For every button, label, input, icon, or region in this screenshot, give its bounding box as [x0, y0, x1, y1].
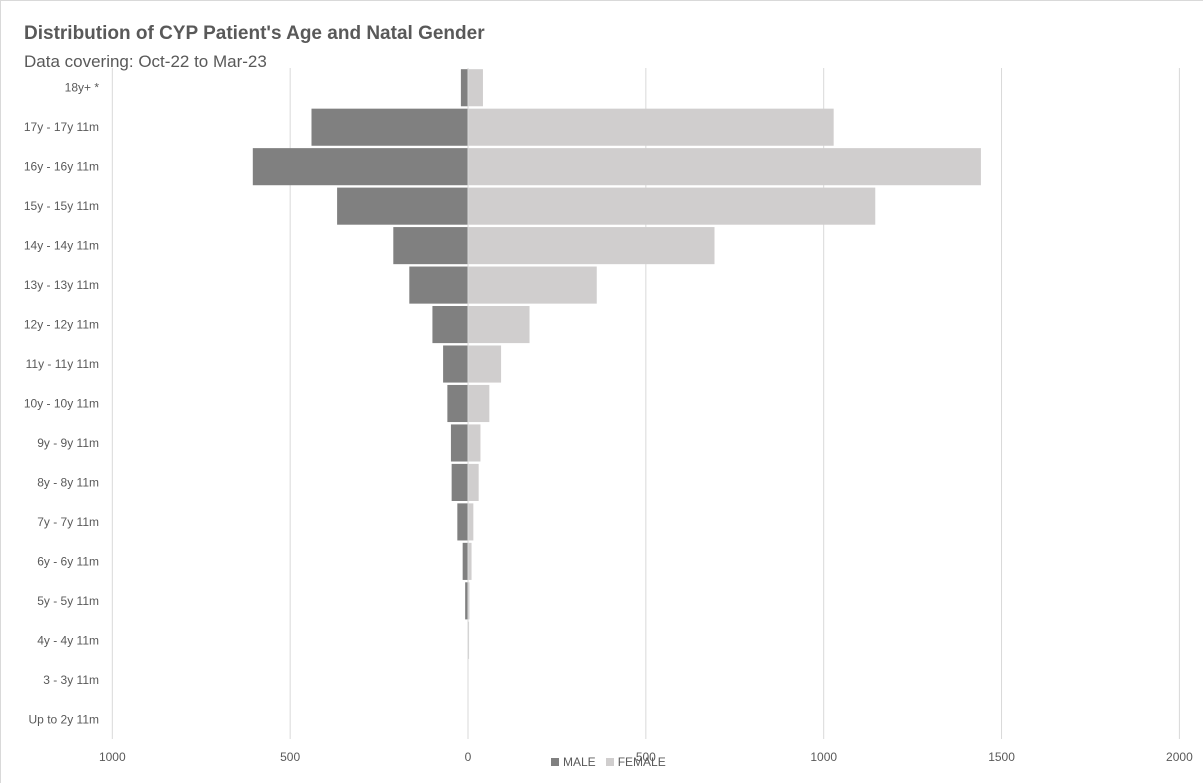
bar-male [432, 306, 468, 344]
bar-female [468, 69, 483, 107]
chart-subtitle: Data covering: Oct-22 to Mar-23 [24, 52, 267, 71]
y-category-label: 17y - 17y 11m [24, 120, 99, 134]
bar-female [468, 384, 490, 423]
bar-female [468, 345, 502, 383]
y-category-label: 9y - 9y 11m [37, 436, 99, 450]
y-category-label: 15y - 15y 11m [24, 199, 99, 213]
y-category-label: 13y - 13y 11m [24, 278, 99, 292]
bar-female [468, 542, 472, 580]
bar-male [252, 148, 468, 186]
bar-male [409, 266, 468, 304]
bar-female [468, 463, 479, 501]
legend-swatch-female [605, 758, 614, 766]
y-category-label: 5y - 5y 11m [37, 594, 99, 608]
x-tick-label: 1500 [988, 750, 1015, 764]
y-category-label: 12y - 12y 11m [24, 318, 99, 332]
bar-male [393, 227, 468, 265]
bar-male [462, 542, 468, 580]
y-category-label: 11y - 11y 11m [26, 357, 99, 371]
bar-female [468, 227, 715, 265]
bar-female [468, 503, 474, 541]
legend-label-female: FEMALE [617, 755, 666, 769]
y-category-label: 16y - 16y 11m [24, 160, 99, 174]
legend: MALE FEMALE [551, 755, 676, 769]
legend-item-female: FEMALE [605, 755, 666, 769]
y-category-label: 7y - 7y 11m [37, 515, 99, 529]
bar-female [468, 621, 470, 659]
bar-female [468, 108, 834, 146]
chart-title: Distribution of CYP Patient's Age and Na… [24, 23, 485, 44]
y-category-label: 4y - 4y 11m [37, 633, 99, 647]
bar-male [457, 503, 468, 541]
bar-female [468, 582, 470, 620]
x-tick-label: 500 [280, 750, 300, 764]
y-category-label: Up to 2y 11m [29, 712, 99, 726]
bar-male [450, 424, 468, 462]
bar-female [468, 266, 597, 304]
bar-male [443, 345, 468, 383]
bar-male [311, 108, 468, 146]
y-category-label: 6y - 6y 11m [37, 554, 99, 568]
bar-male [447, 384, 468, 423]
legend-label-male: MALE [563, 755, 596, 769]
y-category-label: 10y - 10y 11m [24, 397, 99, 411]
bar-female [468, 306, 530, 344]
bar-male [465, 582, 468, 620]
bar-female [468, 187, 876, 225]
y-category-label: 14y - 14y 11m [24, 239, 99, 253]
bar-male [451, 463, 468, 501]
legend-item-male: MALE [551, 755, 596, 769]
bar-male [337, 187, 468, 225]
bar-female [468, 424, 481, 462]
x-tick-label: 0 [465, 750, 472, 764]
x-tick-label: 1000 [99, 750, 126, 764]
legend-swatch-male [551, 758, 559, 766]
bar-male [460, 69, 468, 107]
x-tick-label: 500 [636, 750, 656, 764]
bar-female [468, 148, 981, 186]
x-tick-label: 2000 [1166, 750, 1193, 764]
x-tick-label: 1000 [810, 750, 837, 764]
y-category-label: 3 - 3y 11m [43, 673, 99, 687]
y-category-label: 8y - 8y 11m [37, 475, 99, 489]
y-category-label: 18y+ * [65, 81, 100, 95]
